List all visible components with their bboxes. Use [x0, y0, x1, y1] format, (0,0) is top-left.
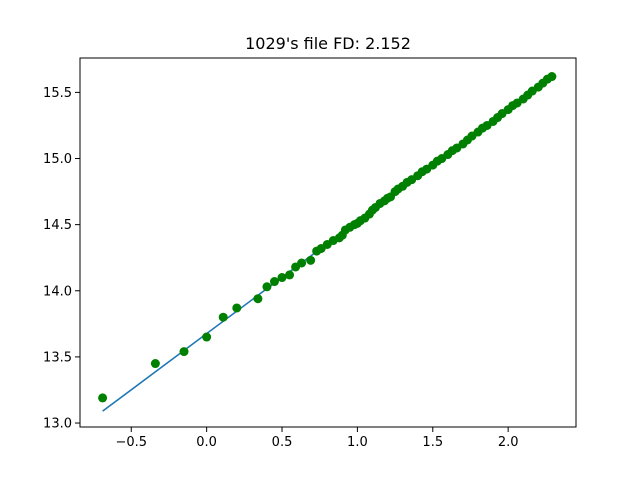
- data-point: [262, 282, 272, 292]
- data-point: [277, 273, 287, 283]
- axes-frame: [79, 57, 577, 428]
- x-tick-label: −0.5: [115, 435, 147, 450]
- data-point: [306, 255, 316, 265]
- y-tick-label: 15.0: [43, 152, 72, 167]
- data-point: [202, 332, 212, 342]
- chart-title: 1029's file FD: 2.152: [245, 34, 411, 53]
- data-point: [285, 270, 295, 280]
- y-tick-label: 15.5: [43, 86, 72, 101]
- data-point: [232, 303, 242, 313]
- y-tick-label: 14.0: [43, 284, 72, 299]
- data-point: [269, 277, 279, 287]
- x-tick-label: 0.0: [196, 435, 217, 450]
- x-tick-label: 1.0: [347, 435, 368, 450]
- data-point: [253, 294, 263, 304]
- x-tick-label: 0.5: [272, 435, 293, 450]
- data-point: [218, 312, 228, 322]
- data-point: [547, 72, 557, 82]
- data-point: [179, 347, 189, 357]
- x-tick-label: 1.5: [422, 435, 443, 450]
- y-tick-label: 14.5: [43, 218, 72, 233]
- data-point: [98, 393, 108, 403]
- data-point: [297, 258, 307, 268]
- plot-area: −0.5 0.0 0.5 1.0 1.5 2.0 13.0 13.5 14.0 14.5 15.0 1…: [43, 57, 577, 450]
- data-point: [150, 359, 160, 369]
- y-tick-label: 13.0: [43, 417, 72, 432]
- y-tick-label: 13.5: [43, 350, 72, 365]
- x-tick-label: 2.0: [498, 435, 519, 450]
